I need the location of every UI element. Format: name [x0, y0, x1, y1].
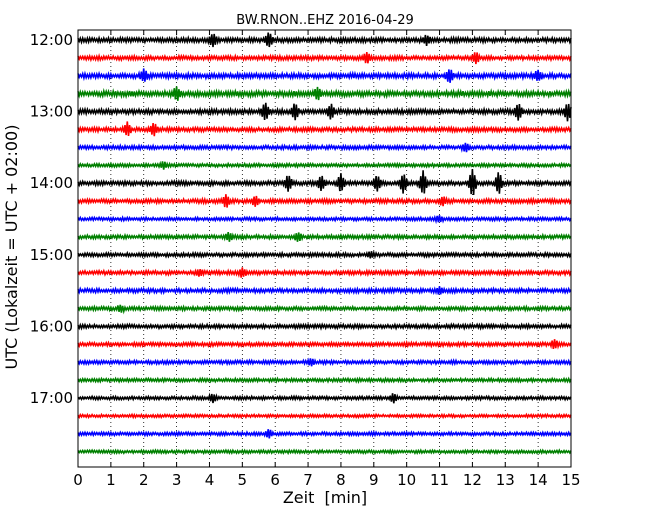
grid-lines: [110, 30, 539, 467]
trace-line: [77, 194, 572, 208]
trace-line: [77, 357, 572, 367]
trace-line: [77, 392, 572, 404]
y-tick-label: 15:00: [30, 246, 73, 264]
x-tick-label: 13: [496, 471, 515, 489]
trace-line: [77, 429, 572, 439]
trace-line: [77, 339, 572, 350]
x-tick-label: 6: [270, 471, 280, 489]
trace-line: [77, 168, 572, 196]
trace-line: [77, 448, 572, 456]
plot-frame: [77, 29, 572, 468]
x-tick-label: 4: [205, 471, 215, 489]
x-tick-label: 2: [139, 471, 149, 489]
y-axis-ticks: 12:00 13:00 14:00 15:00 16:00 17:00: [30, 31, 571, 407]
chart-title: BW.RNON..EHZ 2016-04-29: [236, 13, 414, 28]
x-tick-label: 3: [172, 471, 182, 489]
x-tick-label: 15: [561, 471, 580, 489]
trace-line: [77, 32, 572, 48]
x-tick-label: 1: [106, 471, 116, 489]
x-axis-label: Zeit [min]: [283, 488, 367, 507]
trace-line: [77, 121, 572, 137]
trace-line: [77, 86, 572, 101]
x-tick-label: 9: [369, 471, 379, 489]
x-tick-label: 14: [529, 471, 548, 489]
trace-line: [77, 322, 572, 331]
trace-line: [77, 160, 572, 170]
y-tick-label: 17:00: [30, 389, 73, 407]
y-axis-label: UTC (Lokalzeit = UTC + 02:00): [2, 125, 21, 370]
y-tick-label: 14:00: [30, 174, 73, 192]
x-tick-label: 8: [336, 471, 346, 489]
x-tick-label: 0: [73, 471, 83, 489]
trace-line: [77, 102, 572, 122]
trace-line: [77, 286, 572, 296]
x-tick-label: 7: [303, 471, 313, 489]
x-tick-label: 12: [463, 471, 482, 489]
trace-line: [77, 142, 572, 153]
trace-line: [77, 304, 572, 315]
trace-line: [77, 376, 572, 384]
trace-line: [77, 68, 572, 83]
x-tick-label: 10: [397, 471, 416, 489]
trace-line: [77, 52, 572, 65]
trace-group: [77, 32, 572, 456]
trace-line: [77, 231, 572, 242]
y-tick-label: 12:00: [30, 31, 73, 49]
trace-line: [77, 267, 572, 278]
x-axis-ticks: 0 1 2 3 4 5 6 7 8 9 10 11 12 13 14 15: [73, 30, 581, 489]
trace-line: [77, 214, 572, 225]
x-tick-label: 5: [238, 471, 248, 489]
y-tick-label: 13:00: [30, 103, 73, 121]
trace-line: [77, 249, 572, 260]
y-tick-label: 16:00: [30, 317, 73, 335]
x-tick-label: 11: [430, 471, 449, 489]
trace-line: [77, 412, 572, 420]
